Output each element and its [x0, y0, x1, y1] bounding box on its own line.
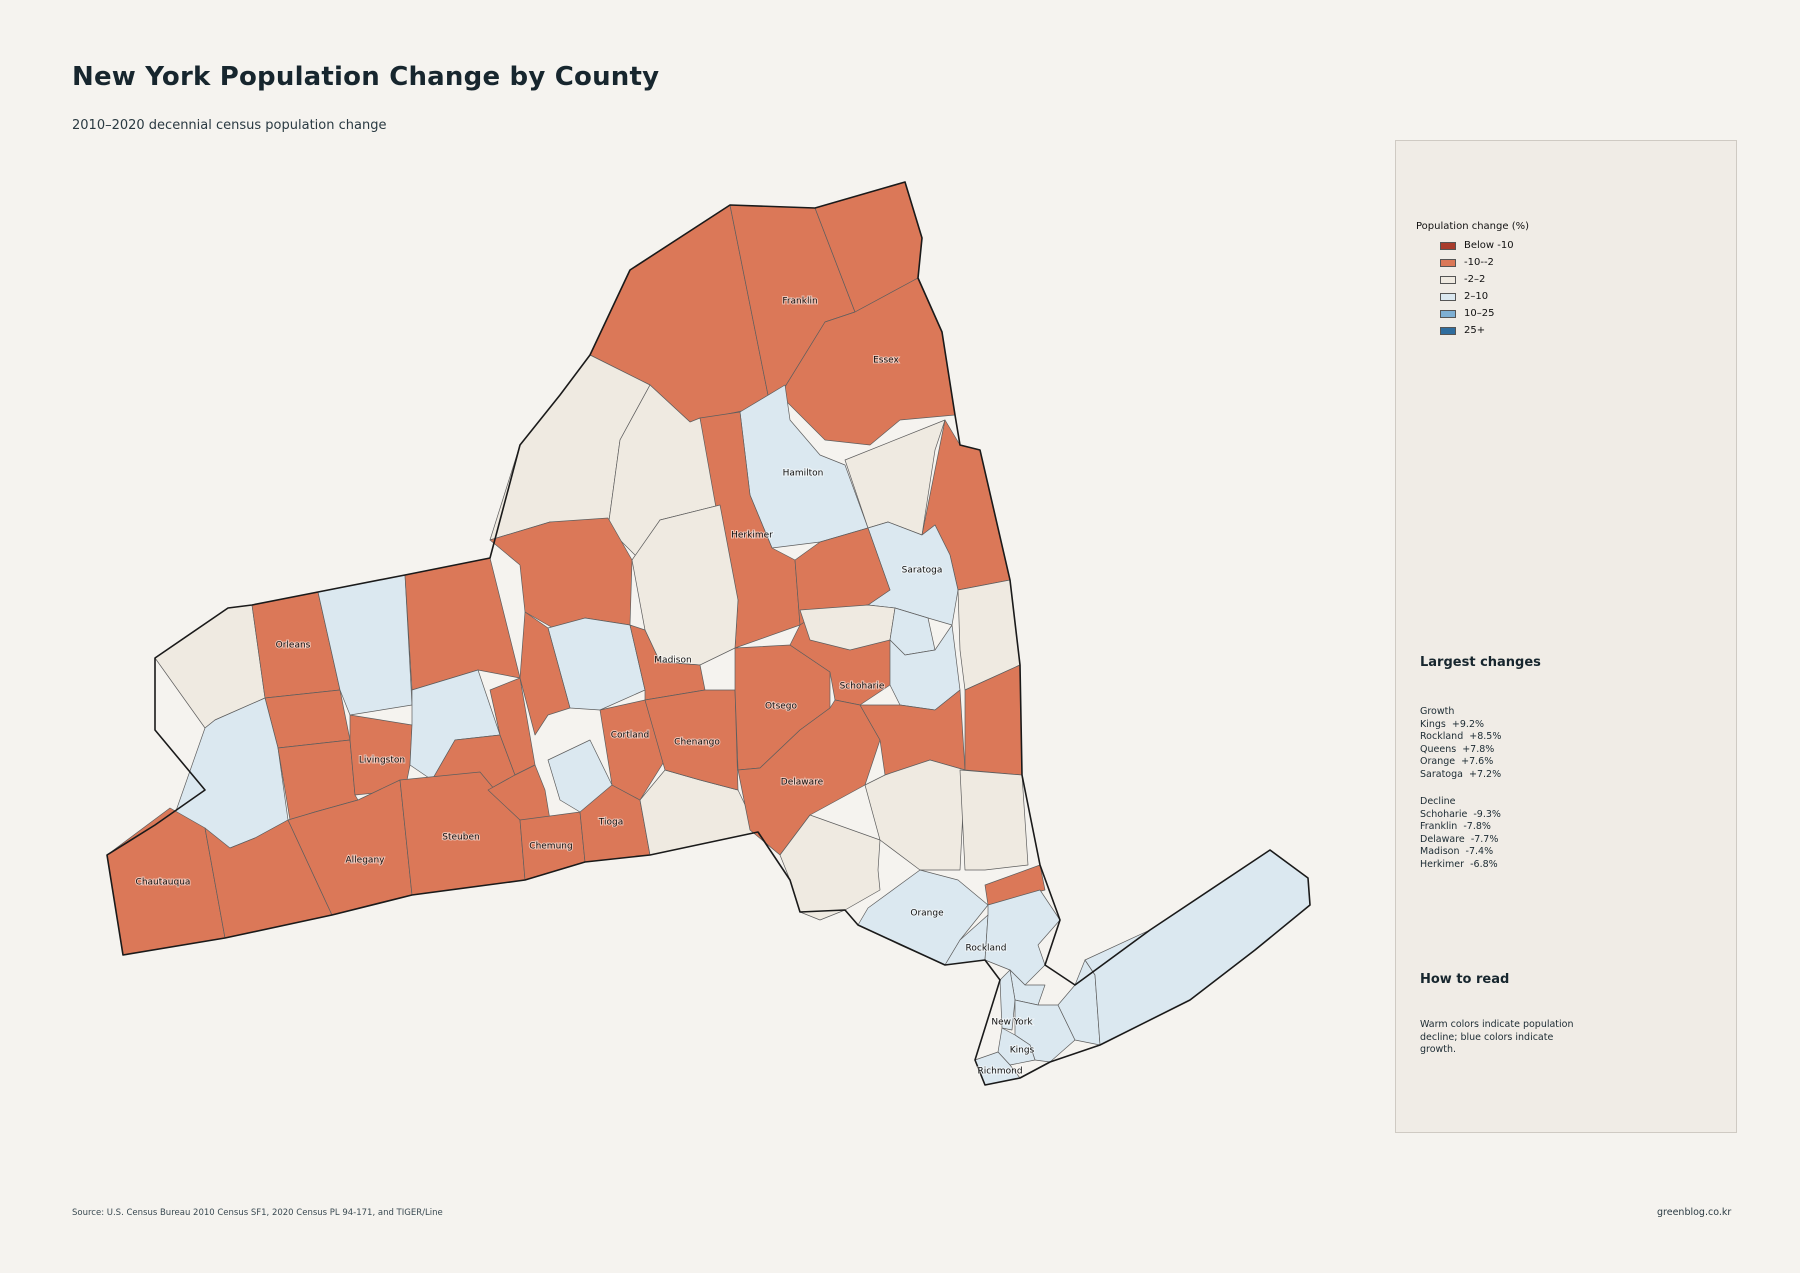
- county-label-chemung: Chemung: [529, 842, 572, 852]
- county-oswego[interactable]: [489, 517, 633, 633]
- legend-swatch: [1440, 327, 1456, 335]
- growth-row: Orange +7.6%: [1420, 756, 1494, 768]
- county-label-delaware: Delaware: [781, 778, 824, 788]
- county-cortland[interactable]: [599, 699, 666, 801]
- growth-row: Rockland +8.5%: [1420, 731, 1502, 743]
- how-to-read-title: How to read: [1420, 972, 1510, 987]
- legend-swatch: [1440, 276, 1456, 284]
- decline-row: Herkimer -6.8%: [1420, 858, 1498, 870]
- county-putnam[interactable]: [984, 864, 1046, 906]
- county-label-essex: Essex: [873, 356, 899, 366]
- page-title: New York Population Change by County: [72, 62, 660, 92]
- source-note: Source: U.S. Census Bureau 2010 Census S…: [72, 1208, 443, 1218]
- page-subtitle: 2010–2020 decennial census population ch…: [72, 118, 387, 133]
- county-label-kings: Kings: [1010, 1046, 1035, 1056]
- site-credit: greenblog.co.kr: [1657, 1207, 1732, 1218]
- legend-label: 10–25: [1464, 308, 1495, 319]
- county-label-tioga: Tioga: [598, 818, 623, 828]
- decline-row: Delaware -7.7%: [1420, 833, 1499, 845]
- county-madison[interactable]: [629, 624, 706, 701]
- growth-row: Queens +7.8%: [1420, 743, 1495, 755]
- county-westchester[interactable]: [984, 889, 1061, 986]
- legend-label: 25+: [1464, 325, 1486, 336]
- decline-row: Madison -7.4%: [1420, 846, 1494, 858]
- county-suffolk[interactable]: [1084, 849, 1311, 1046]
- county-label-otsego: Otsego: [765, 702, 798, 712]
- decline-list: Decline Schoharie -9.3% Franklin -7.8% D…: [1420, 796, 1501, 872]
- legend-label: 2–10: [1464, 291, 1489, 302]
- county-chenango[interactable]: [644, 689, 739, 791]
- county-label-livingston: Livingston: [359, 756, 405, 766]
- ny-county-map: Franklin Essex Hamilton Herkimer Saratog…: [106, 181, 1311, 1086]
- county-genesee[interactable]: [264, 689, 351, 749]
- county-label-rockland: Rockland: [966, 944, 1007, 954]
- decline-row: Schoharie -9.3%: [1420, 808, 1501, 820]
- state-outline: [106, 181, 1311, 1086]
- county-label-cortland: Cortland: [611, 731, 649, 741]
- decline-row: Franklin -7.8%: [1420, 821, 1491, 833]
- county-label-orange: Orange: [910, 909, 944, 919]
- legend-label: -2–2: [1464, 274, 1486, 285]
- largest-changes-title: Largest changes: [1420, 655, 1541, 670]
- legend-swatch: [1440, 242, 1456, 250]
- county-label-allegany: Allegany: [346, 856, 386, 866]
- side-panel: Population change (%) Below -10 -10--2 -…: [1395, 140, 1737, 1133]
- decline-heading: Decline: [1420, 796, 1456, 807]
- how-to-read-text: Warm colors indicate population decline;…: [1420, 1019, 1574, 1056]
- county-label-orleans: Orleans: [276, 641, 311, 651]
- county-label-steuben: Steuben: [442, 833, 479, 843]
- county-label-herkimer: Herkimer: [731, 531, 773, 541]
- county-wayne[interactable]: [404, 557, 521, 691]
- county-essex[interactable]: [779, 277, 956, 446]
- growth-row: Kings +9.2%: [1420, 718, 1485, 730]
- legend-swatch: [1440, 259, 1456, 267]
- county-label-madison: Madison: [654, 656, 691, 666]
- county-label-saratoga: Saratoga: [902, 566, 943, 576]
- county-dutchess[interactable]: [959, 769, 1029, 871]
- growth-heading: Growth: [1420, 706, 1455, 717]
- legend-label: -10--2: [1464, 257, 1494, 268]
- legend-swatch: [1440, 310, 1456, 318]
- legend-label: Below -10: [1464, 240, 1514, 251]
- county-new-york[interactable]: [999, 969, 1016, 1031]
- legend-title: Population change (%): [1416, 221, 1530, 232]
- legend-swatch: [1440, 293, 1456, 301]
- county-cayuga[interactable]: [519, 611, 571, 736]
- growth-list: Growth Kings +9.2% Rockland +8.5% Queens…: [1420, 706, 1501, 782]
- county-label-richmond: Richmond: [977, 1067, 1022, 1077]
- county-label-chautauqua: Chautauqua: [136, 878, 191, 888]
- county-label-schoharie: Schoharie: [840, 682, 885, 692]
- county-label-hamilton: Hamilton: [783, 469, 824, 479]
- county-label-new-york: New York: [991, 1018, 1033, 1028]
- growth-row: Saratoga +7.2%: [1420, 768, 1502, 780]
- county-label-franklin: Franklin: [782, 297, 817, 307]
- county-label-chenango: Chenango: [674, 738, 720, 748]
- county-ulster[interactable]: [864, 759, 966, 871]
